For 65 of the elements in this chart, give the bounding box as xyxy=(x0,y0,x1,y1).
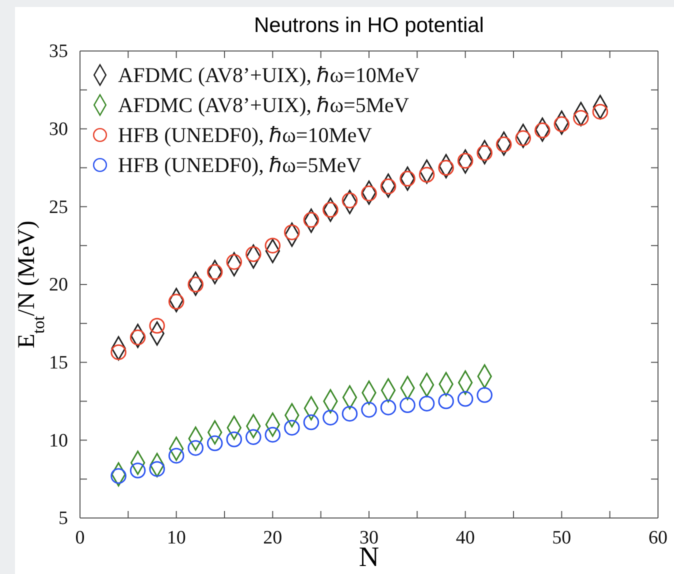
point xyxy=(380,178,396,194)
point xyxy=(149,318,165,334)
y-tick-label: 20 xyxy=(49,274,68,296)
chart-title: Neutrons in HO potential xyxy=(254,14,484,37)
point xyxy=(168,448,184,464)
point xyxy=(284,420,300,436)
legend-label: AFDMC (AV8’+UIX), ℏω=5MeV xyxy=(118,93,410,117)
y-tick-label: 15 xyxy=(49,352,68,374)
point xyxy=(226,254,242,270)
point xyxy=(476,145,492,161)
legend-label: HFB (UNEDF0), ℏω=5MeV xyxy=(118,153,362,177)
point xyxy=(322,202,338,218)
point xyxy=(457,152,474,169)
point xyxy=(438,160,454,176)
point xyxy=(342,406,358,422)
point xyxy=(110,344,126,360)
point xyxy=(284,224,300,240)
point xyxy=(246,246,262,262)
point xyxy=(361,186,377,202)
x-tick-label: 60 xyxy=(648,527,668,548)
point xyxy=(303,212,320,228)
point xyxy=(457,391,474,407)
point xyxy=(188,276,204,292)
y-tick-label: 25 xyxy=(49,196,68,218)
point xyxy=(534,122,550,138)
point xyxy=(188,440,204,456)
point xyxy=(418,396,435,412)
x-tick-label: 0 xyxy=(75,527,85,548)
point xyxy=(246,429,262,445)
point xyxy=(130,330,146,346)
point xyxy=(206,264,223,280)
point xyxy=(438,393,454,410)
point xyxy=(322,410,338,426)
point xyxy=(380,400,396,416)
point xyxy=(342,192,358,208)
y-tick-label: 10 xyxy=(49,430,68,452)
point xyxy=(515,130,532,146)
point xyxy=(149,461,165,477)
y-tick-label: 35 xyxy=(49,41,68,62)
point xyxy=(110,468,126,484)
point xyxy=(130,462,146,478)
point xyxy=(361,402,377,418)
x-tick-label: 30 xyxy=(360,527,378,548)
point xyxy=(592,104,608,120)
x-tick-label: 20 xyxy=(263,527,282,548)
point xyxy=(476,387,492,403)
y-tick-label: 30 xyxy=(49,118,68,140)
point xyxy=(496,136,512,152)
point xyxy=(264,238,281,254)
legend-label: HFB (UNEDF0), ℏω=10MeV xyxy=(118,123,372,147)
point xyxy=(303,414,320,430)
point xyxy=(264,426,281,443)
x-tick-label: 10 xyxy=(166,527,186,548)
point xyxy=(226,432,242,448)
point xyxy=(206,435,223,452)
y-tick-label: 5 xyxy=(58,508,68,530)
legend-label: AFDMC (AV8’+UIX), ℏω=10MeV xyxy=(118,63,420,87)
point xyxy=(418,166,435,183)
point xyxy=(400,397,416,414)
point xyxy=(400,170,416,187)
x-tick-label: 40 xyxy=(456,527,475,548)
point xyxy=(168,294,184,310)
point xyxy=(554,116,570,132)
point xyxy=(573,110,589,126)
x-tick-label: 50 xyxy=(552,527,572,548)
